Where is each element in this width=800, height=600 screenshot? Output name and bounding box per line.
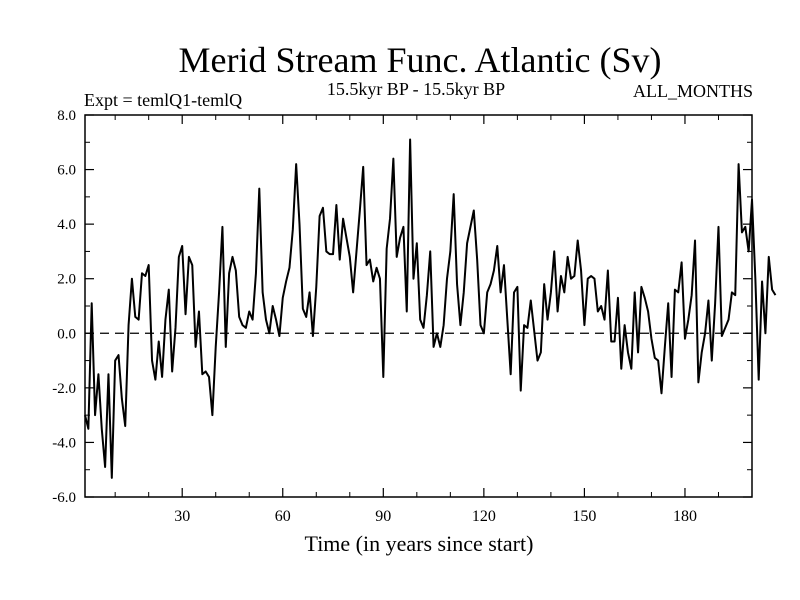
y-tick-label: 4.0 [57, 217, 76, 233]
x-tick-label: 150 [572, 508, 596, 525]
y-tick-label: -4.0 [52, 435, 76, 451]
x-tick-label: 120 [472, 508, 496, 525]
subtitle-right: ALL_MONTHS [633, 81, 753, 101]
series-line [84, 138, 777, 479]
y-tick-label: -6.0 [52, 490, 76, 506]
y-tick-label: 0.0 [57, 326, 76, 342]
chart-title: Merid Stream Func. Atlantic (Sv) [179, 40, 662, 80]
x-tick-label: 30 [174, 508, 190, 525]
y-tick-label: -2.0 [52, 381, 76, 397]
x-tick-label: 60 [275, 508, 291, 525]
subtitle-left: Expt = temlQ1-temlQ [84, 90, 242, 110]
y-tick-label: 6.0 [57, 163, 76, 179]
y-tick-label: 2.0 [57, 272, 76, 288]
x-axis-label: Time (in years since start) [305, 531, 534, 556]
x-tick-label: 180 [673, 508, 697, 525]
y-tick-label: 8.0 [57, 108, 76, 124]
x-tick-label: 90 [375, 508, 391, 525]
subtitle-center: 15.5kyr BP - 15.5kyr BP [327, 79, 505, 99]
plot-area: -6.0 -4.0 -2.0 0.0 2.0 4.0 6.0 8.0 30 60 90 120 150 1… [52, 108, 777, 525]
